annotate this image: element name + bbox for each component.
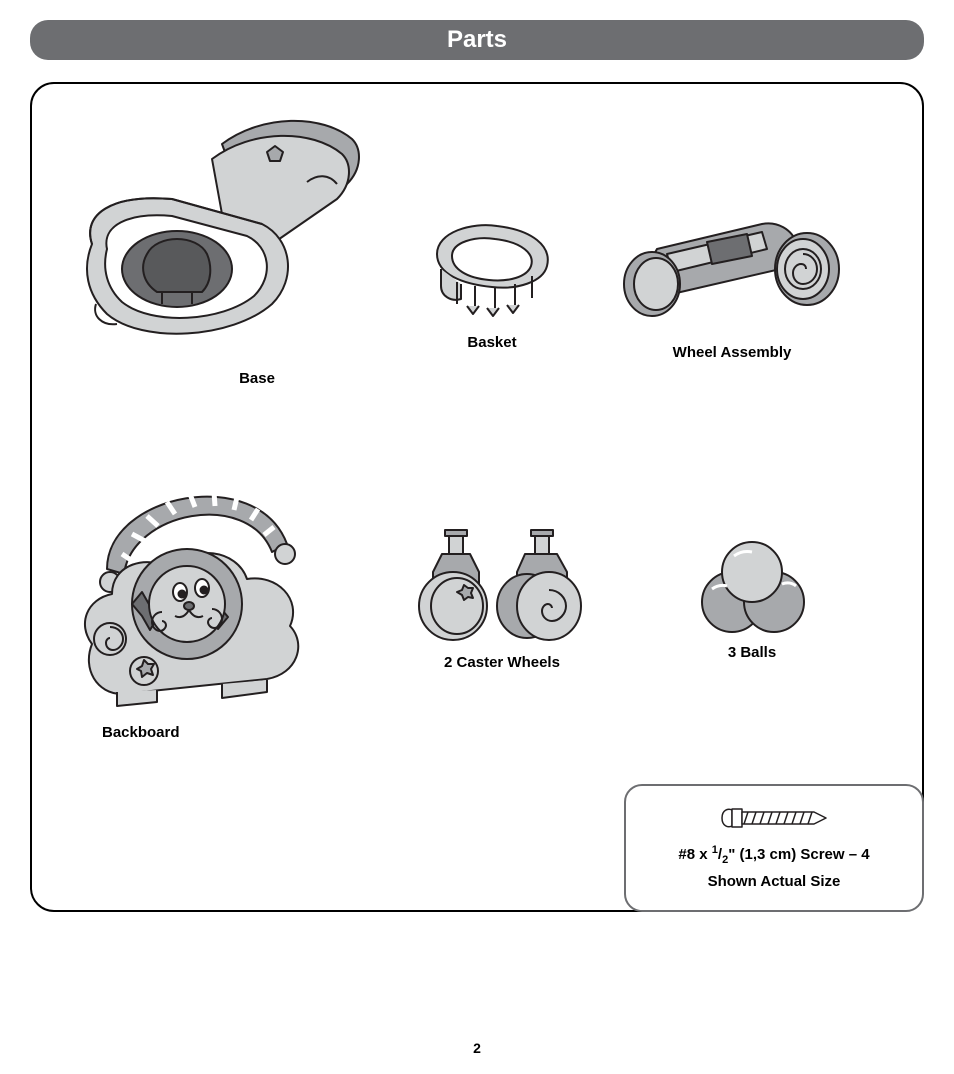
balls-illustration xyxy=(682,534,822,644)
section-header: Parts xyxy=(30,20,924,60)
base-label: Base xyxy=(239,370,275,387)
screw-spec-line: #8 x 1/2" (1,3 cm) Screw – 4 xyxy=(636,842,912,870)
backboard-illustration xyxy=(62,444,332,724)
wheel-assembly-label: Wheel Assembly xyxy=(612,344,852,361)
part-wheel-assembly: Wheel Assembly xyxy=(612,194,852,361)
parts-panel: Base Basket xyxy=(30,82,924,912)
screw-frac-num: 1 xyxy=(712,844,718,856)
part-basket: Basket xyxy=(412,214,572,351)
backboard-label: Backboard xyxy=(102,724,332,741)
caster-wheels-label: 2 Caster Wheels xyxy=(402,654,602,671)
part-backboard: Backboard xyxy=(62,444,332,741)
part-base: Base xyxy=(62,104,382,388)
screw-callout: #8 x 1/2" (1,3 cm) Screw – 4 Shown Actua… xyxy=(624,784,924,912)
part-caster-wheels: 2 Caster Wheels xyxy=(402,524,602,671)
part-balls: 3 Balls xyxy=(672,534,832,661)
basket-illustration xyxy=(417,214,567,334)
basket-label: Basket xyxy=(412,334,572,351)
caster-wheels-illustration xyxy=(407,524,597,654)
wheel-assembly-illustration xyxy=(612,194,852,344)
balls-label: 3 Balls xyxy=(672,644,832,661)
screw-suffix: " (1,3 cm) Screw – 4 xyxy=(728,846,869,863)
screw-actual-size: Shown Actual Size xyxy=(636,870,912,894)
base-illustration xyxy=(62,104,382,364)
screw-illustration xyxy=(714,800,834,836)
screw-prefix: #8 x xyxy=(678,846,711,863)
page-number: 2 xyxy=(0,1040,954,1056)
